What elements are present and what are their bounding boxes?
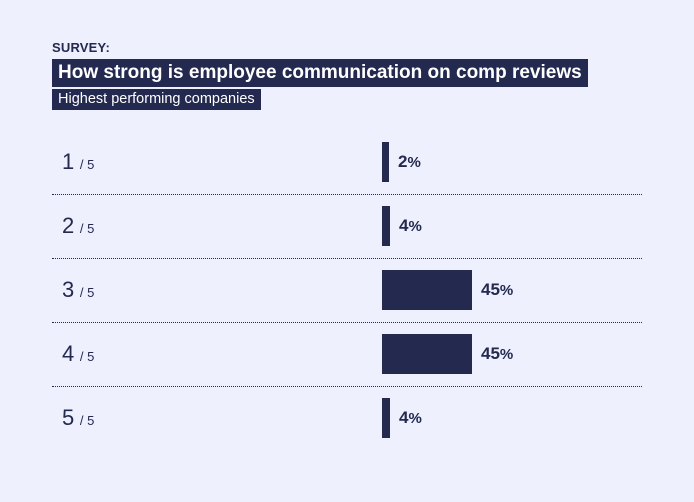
bar-value-label: 4% xyxy=(399,408,422,427)
rating-scale: / 5 xyxy=(76,349,95,364)
rating-label: 4 / 5 xyxy=(62,342,94,369)
bar xyxy=(382,334,472,374)
rating-label: 2 / 5 xyxy=(62,214,94,241)
bar-value-label: 45% xyxy=(481,344,514,363)
bar xyxy=(382,206,390,246)
bar-chart: 1 / 5 2% 2 / 5 4% 3 / 5 45% 4 / 5 45% 5 / 5 4% xyxy=(52,130,642,450)
chart-header: SURVEY: How strong is employee communica… xyxy=(52,40,588,110)
bar xyxy=(382,142,389,182)
bar-value-label: 4% xyxy=(399,216,422,235)
rating-label: 3 / 5 xyxy=(62,278,94,305)
rating-value: 1 xyxy=(62,149,75,174)
rating-value: 5 xyxy=(62,405,75,430)
chart-row: 1 / 5 2% xyxy=(52,130,642,194)
bar xyxy=(382,398,390,438)
rating-scale: / 5 xyxy=(76,285,95,300)
rating-scale: / 5 xyxy=(76,413,95,428)
rating-value: 3 xyxy=(62,277,75,302)
chart-subtitle: Highest performing companies xyxy=(52,89,261,110)
rating-value: 2 xyxy=(62,213,75,238)
rating-label: 5 / 5 xyxy=(62,406,94,433)
chart-row: 5 / 5 4% xyxy=(52,386,642,450)
chart-row: 3 / 5 45% xyxy=(52,258,642,322)
rating-label: 1 / 5 xyxy=(62,150,94,177)
rating-value: 4 xyxy=(62,341,75,366)
bar xyxy=(382,270,472,310)
rating-scale: / 5 xyxy=(76,221,95,236)
chart-row: 4 / 5 45% xyxy=(52,322,642,386)
bar-value-label: 2% xyxy=(398,152,421,171)
survey-eyebrow: SURVEY: xyxy=(52,40,110,55)
rating-scale: / 5 xyxy=(76,157,95,172)
chart-row: 2 / 5 4% xyxy=(52,194,642,258)
chart-title: How strong is employee communication on … xyxy=(52,59,588,87)
bar-value-label: 45% xyxy=(481,280,514,299)
